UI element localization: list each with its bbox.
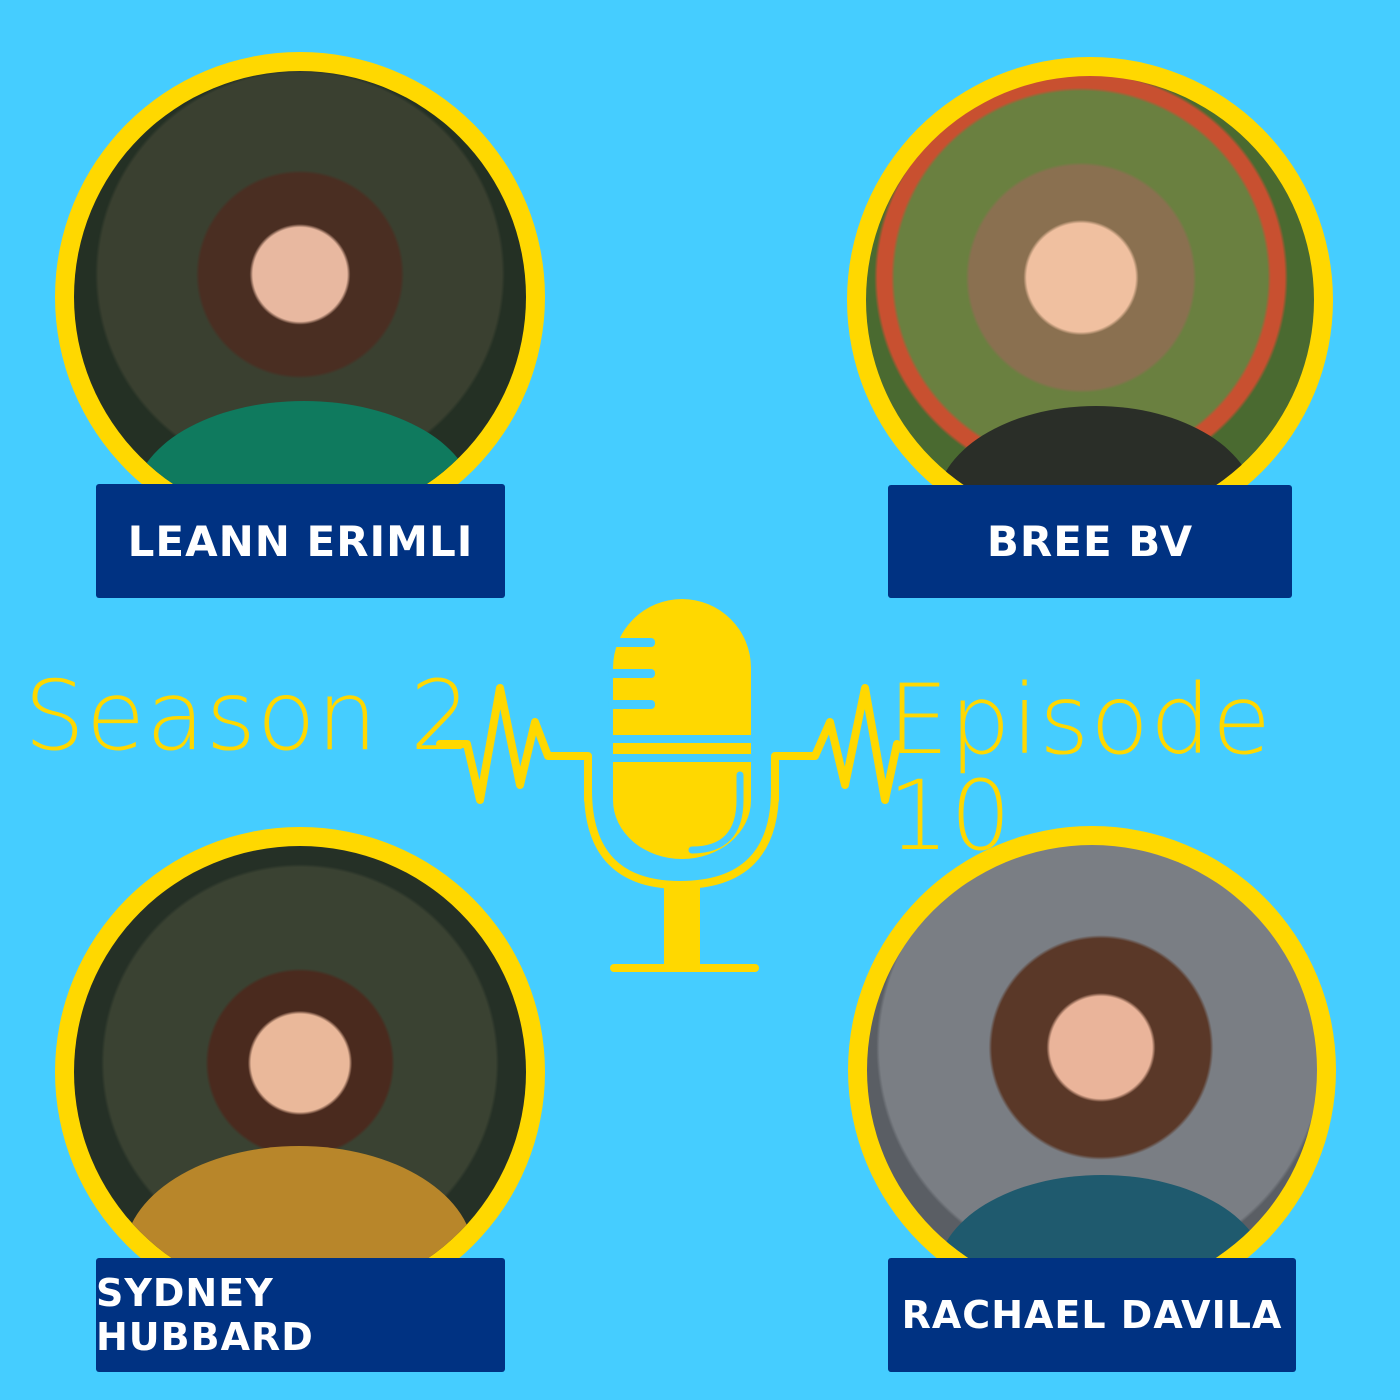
mic-capsule-top xyxy=(613,599,751,735)
mic-slot xyxy=(608,669,655,678)
guest-photo-rachael-davila xyxy=(867,845,1317,1295)
episode-title: Episode 10 xyxy=(888,664,1273,872)
guest-name-label: BREE BV xyxy=(888,485,1292,598)
mic-stem xyxy=(664,885,700,967)
guest-name-label: LEANN ERIMLI xyxy=(96,484,505,598)
mic-slot xyxy=(608,638,655,647)
mic-holder xyxy=(584,786,779,889)
season-title: Season 2 xyxy=(24,660,473,772)
mic-band xyxy=(613,743,751,754)
waveform-left xyxy=(436,684,592,804)
guest-name-label: SYDNEY HUBBARD xyxy=(96,1258,505,1372)
guest-photo-leann-erimli xyxy=(74,71,526,523)
mic-capsule-bottom xyxy=(613,762,751,859)
mic-base xyxy=(610,964,759,972)
guest-name-label: RACHAEL DAVILA xyxy=(888,1258,1296,1372)
waveform-right xyxy=(771,684,901,804)
mic-slot xyxy=(608,700,655,709)
